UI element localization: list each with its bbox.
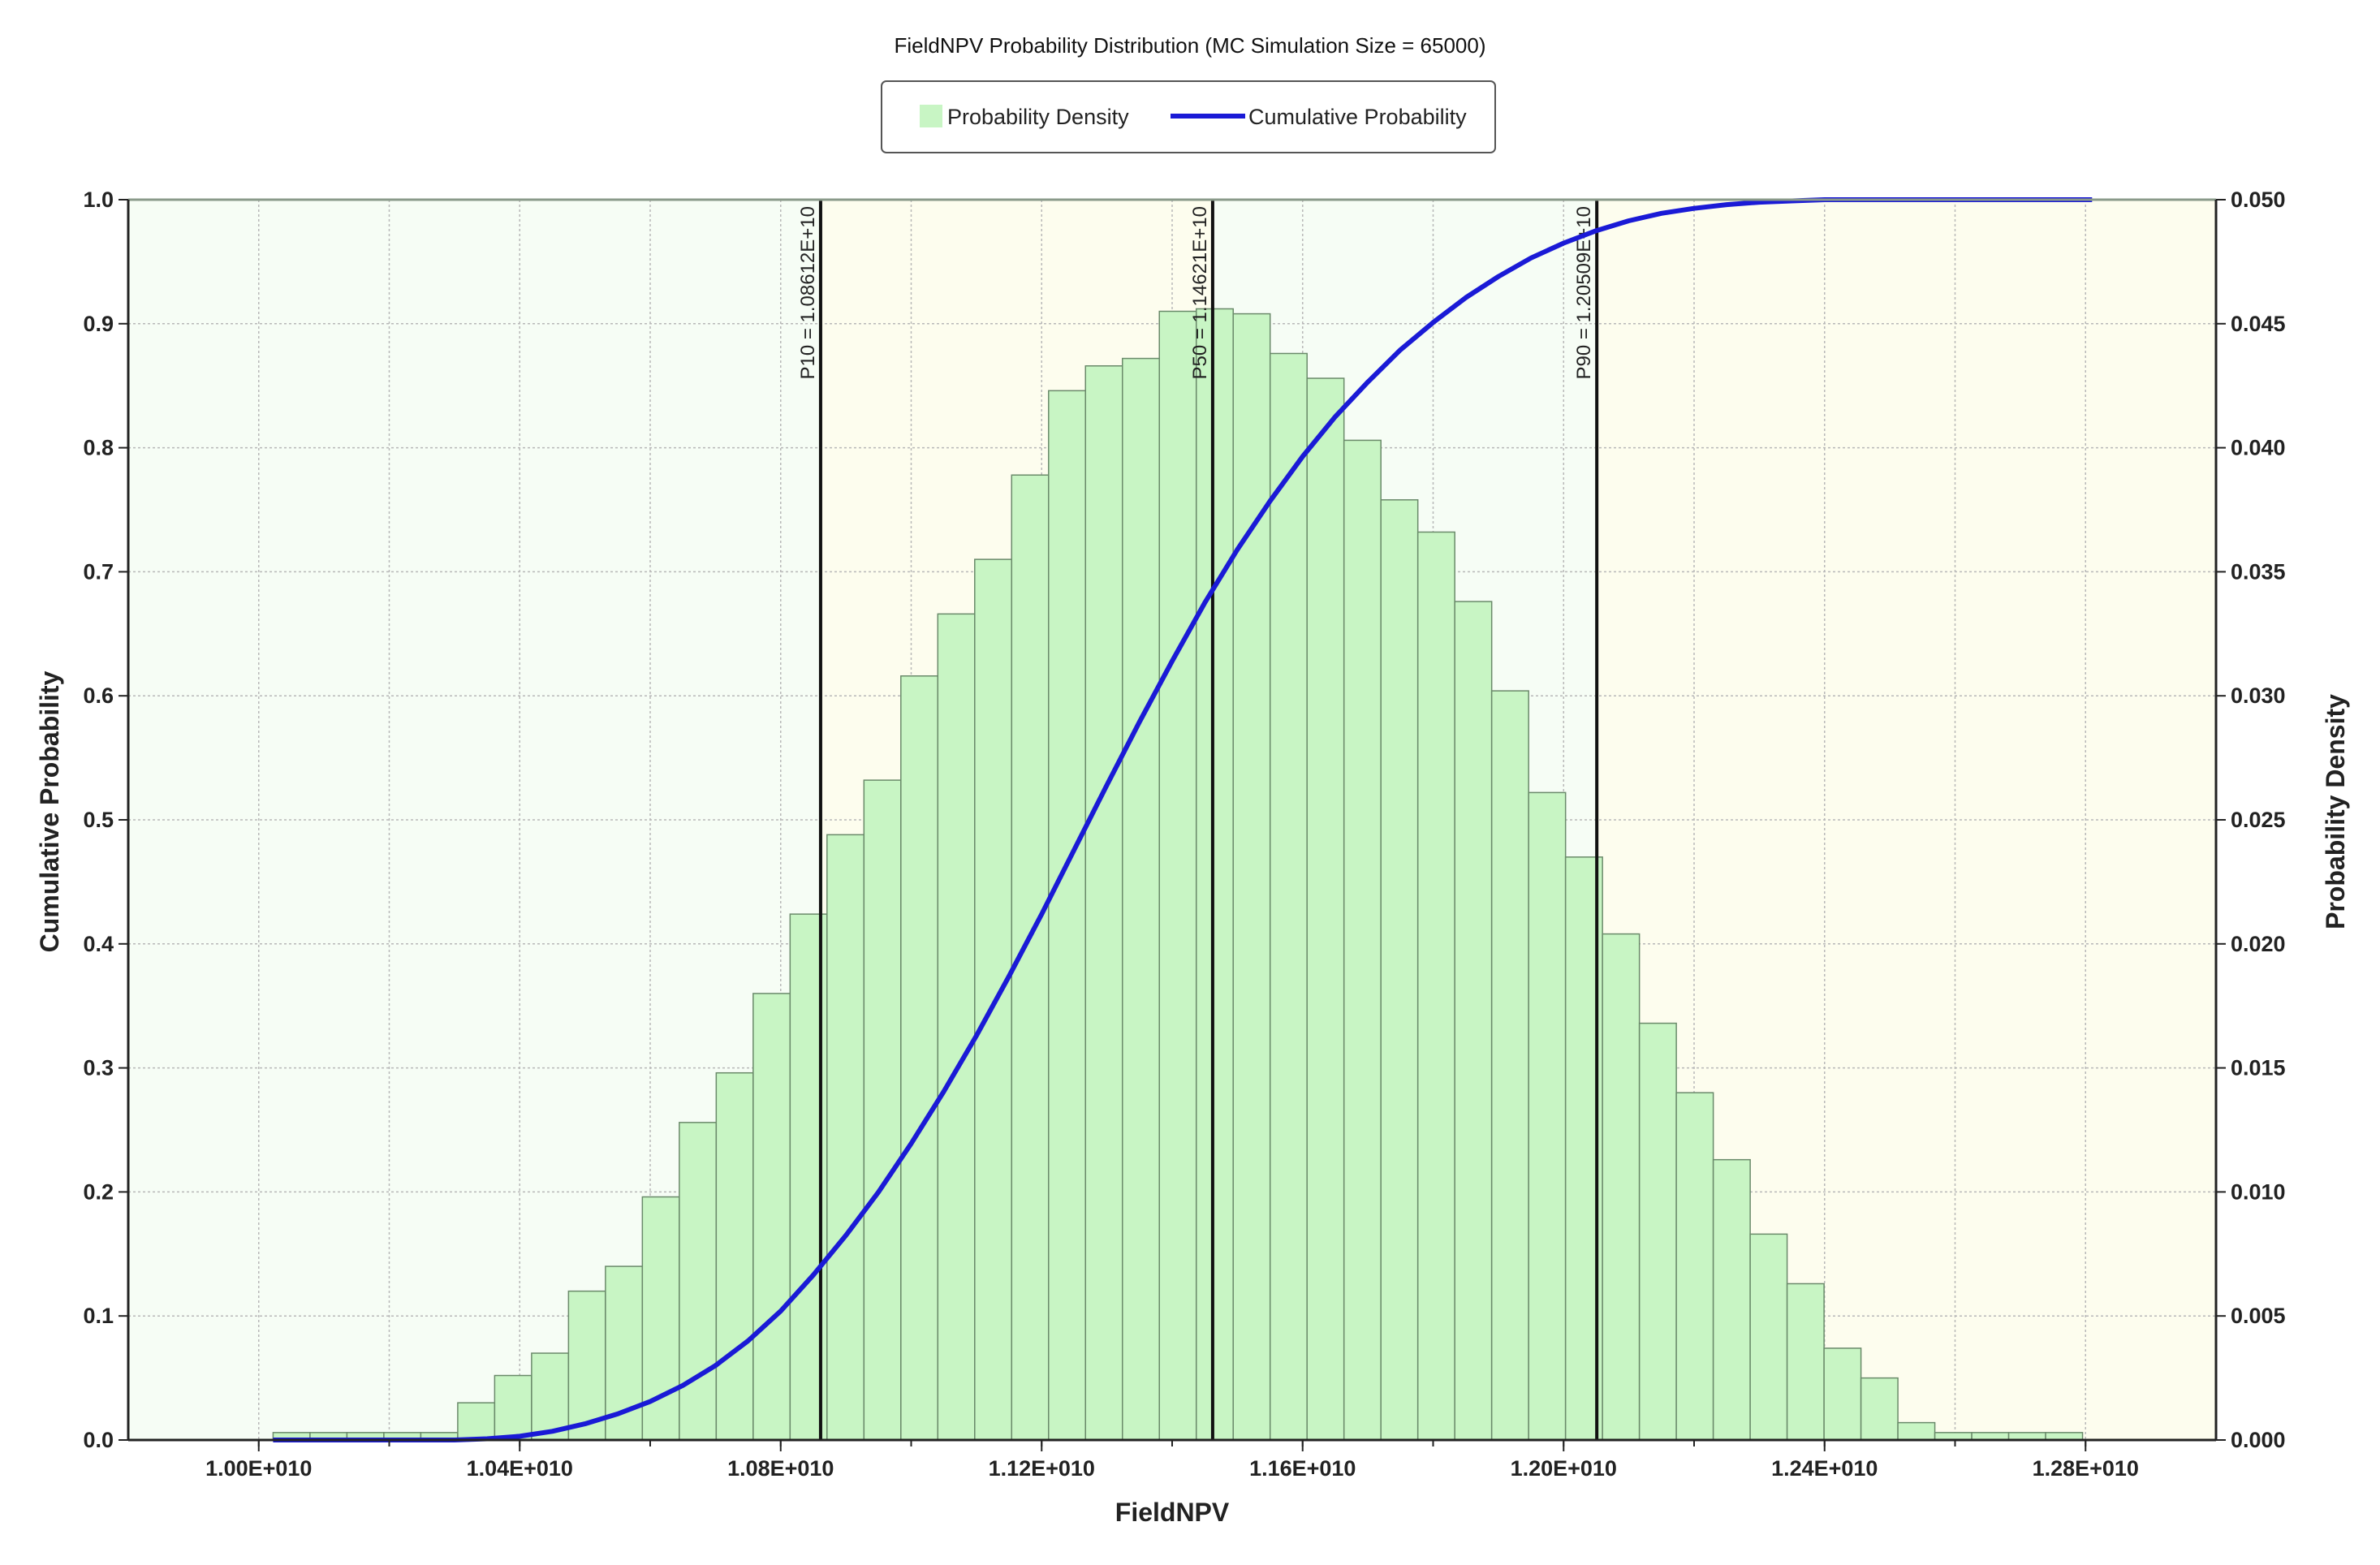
x-tick-label: 1.08E+010 <box>727 1456 834 1481</box>
x-tick-label: 1.24E+010 <box>1771 1456 1878 1481</box>
y-right-tick-label: 0.020 <box>2231 932 2286 956</box>
y-right-tick-label: 0.015 <box>2231 1056 2286 1080</box>
legend-density-label: Probability Density <box>947 105 1129 129</box>
histogram-bar <box>715 1071 754 1441</box>
histogram-bar <box>1712 1158 1751 1441</box>
histogram-bar <box>567 1290 606 1441</box>
y-right-tick-label: 0.025 <box>2231 808 2286 832</box>
histogram-bar <box>1638 1022 1677 1441</box>
axes <box>119 198 2226 1451</box>
y-right-tick-label: 0.030 <box>2231 683 2286 708</box>
histogram-bar <box>1232 313 1271 1441</box>
histogram-bar <box>1602 933 1641 1441</box>
x-tick-label: 1.28E+010 <box>2033 1456 2139 1481</box>
histogram-bar <box>1084 365 1123 1441</box>
percentile-label: P10 = 1.08612E+10 <box>797 206 819 380</box>
histogram-bar <box>641 1196 680 1441</box>
histogram-bar <box>1528 791 1567 1441</box>
x-axis-title: FieldNPV <box>1115 1498 1230 1527</box>
y-left-tick-label: 0.4 <box>83 932 114 956</box>
histogram-bar <box>937 613 976 1441</box>
x-tick-label: 1.12E+010 <box>989 1456 1095 1481</box>
y-left-tick-label: 0.8 <box>83 436 114 460</box>
y-left-tick-label: 0.2 <box>83 1179 114 1204</box>
cumulative-curve <box>273 197 2093 1442</box>
y-right-tick-label: 0.035 <box>2231 559 2286 584</box>
histogram-bar <box>1786 1283 1825 1441</box>
histogram-bar <box>457 1402 496 1441</box>
percentile-label: P50 = 1.14621E+10 <box>1189 206 1211 380</box>
histogram-bar <box>1158 310 1197 1441</box>
histogram-bars <box>272 308 2084 1441</box>
y-right-tick-label: 0.045 <box>2231 312 2286 336</box>
y-left-tick-label: 0.5 <box>83 808 114 832</box>
percentile-lines: P10 = 1.08612E+10 P50 = 1.14621E+10 P90 = … <box>797 200 1599 1440</box>
y-left-tick-label: 0.9 <box>83 312 114 336</box>
histogram-bar <box>1897 1421 1936 1441</box>
legend-density-swatch <box>920 105 942 127</box>
y-left-axis-title: Cumulative Probability <box>35 670 64 952</box>
histogram-bar <box>900 675 939 1441</box>
histogram-bar <box>1269 352 1308 1441</box>
histogram-bar <box>752 993 791 1441</box>
y-left-tick-label: 0.3 <box>83 1056 114 1080</box>
histogram-bar <box>1749 1233 1788 1441</box>
y-right-tick-label: 0.000 <box>2231 1428 2286 1452</box>
histogram-bar <box>863 779 902 1441</box>
histogram-bar <box>1306 377 1345 1441</box>
legend: Probability Density Cumulative Probabili… <box>881 80 1496 153</box>
histogram-bar <box>1860 1377 1899 1441</box>
y-left-tick-label: 0.0 <box>83 1428 114 1452</box>
y-left-tick-label: 0.6 <box>83 683 114 708</box>
histogram-bar <box>679 1122 718 1441</box>
cumulative-curve-group <box>273 197 2093 1442</box>
histogram-bar <box>1380 499 1419 1441</box>
histogram-bar <box>531 1352 570 1441</box>
histogram-bar <box>1490 690 1529 1441</box>
histogram-bar <box>826 834 865 1441</box>
histogram-bar <box>1454 601 1493 1441</box>
x-tick-label: 1.00E+010 <box>205 1456 312 1481</box>
histogram-bar <box>1195 308 1234 1441</box>
histogram-bar <box>974 558 1013 1441</box>
histogram-bar <box>494 1374 532 1441</box>
histogram-bar <box>1823 1347 1862 1441</box>
y-left-tick-label: 1.0 <box>83 188 114 212</box>
x-tick-label: 1.20E+010 <box>1511 1456 1617 1481</box>
y-right-tick-label: 0.040 <box>2231 436 2286 460</box>
histogram-bar <box>1675 1092 1714 1441</box>
y-left-tick-label: 0.1 <box>83 1304 114 1328</box>
y-right-axis-title: Probability Density <box>2321 694 2350 929</box>
legend-cumulative-label: Cumulative Probability <box>1248 105 1467 129</box>
y-left-tick-label: 0.7 <box>83 559 114 584</box>
histogram-bar <box>1343 439 1382 1441</box>
chart-title: FieldNPV Probability Distribution (MC Si… <box>894 33 1485 58</box>
histogram-bar <box>1048 390 1087 1441</box>
histogram-bar <box>1416 531 1455 1441</box>
tick-labels: 0.0 0.1 0.2 0.3 0.4 0.5 0.6 0.7 0.8 0.9 1.0 0.000 0.… <box>83 188 2285 1481</box>
y-right-tick-label: 0.010 <box>2231 1179 2286 1204</box>
x-tick-label: 1.16E+010 <box>1249 1456 1356 1481</box>
x-tick-label: 1.04E+010 <box>467 1456 573 1481</box>
y-right-tick-label: 0.005 <box>2231 1304 2286 1328</box>
y-right-tick-label: 0.050 <box>2231 188 2286 212</box>
histogram-bar <box>1122 357 1160 1441</box>
